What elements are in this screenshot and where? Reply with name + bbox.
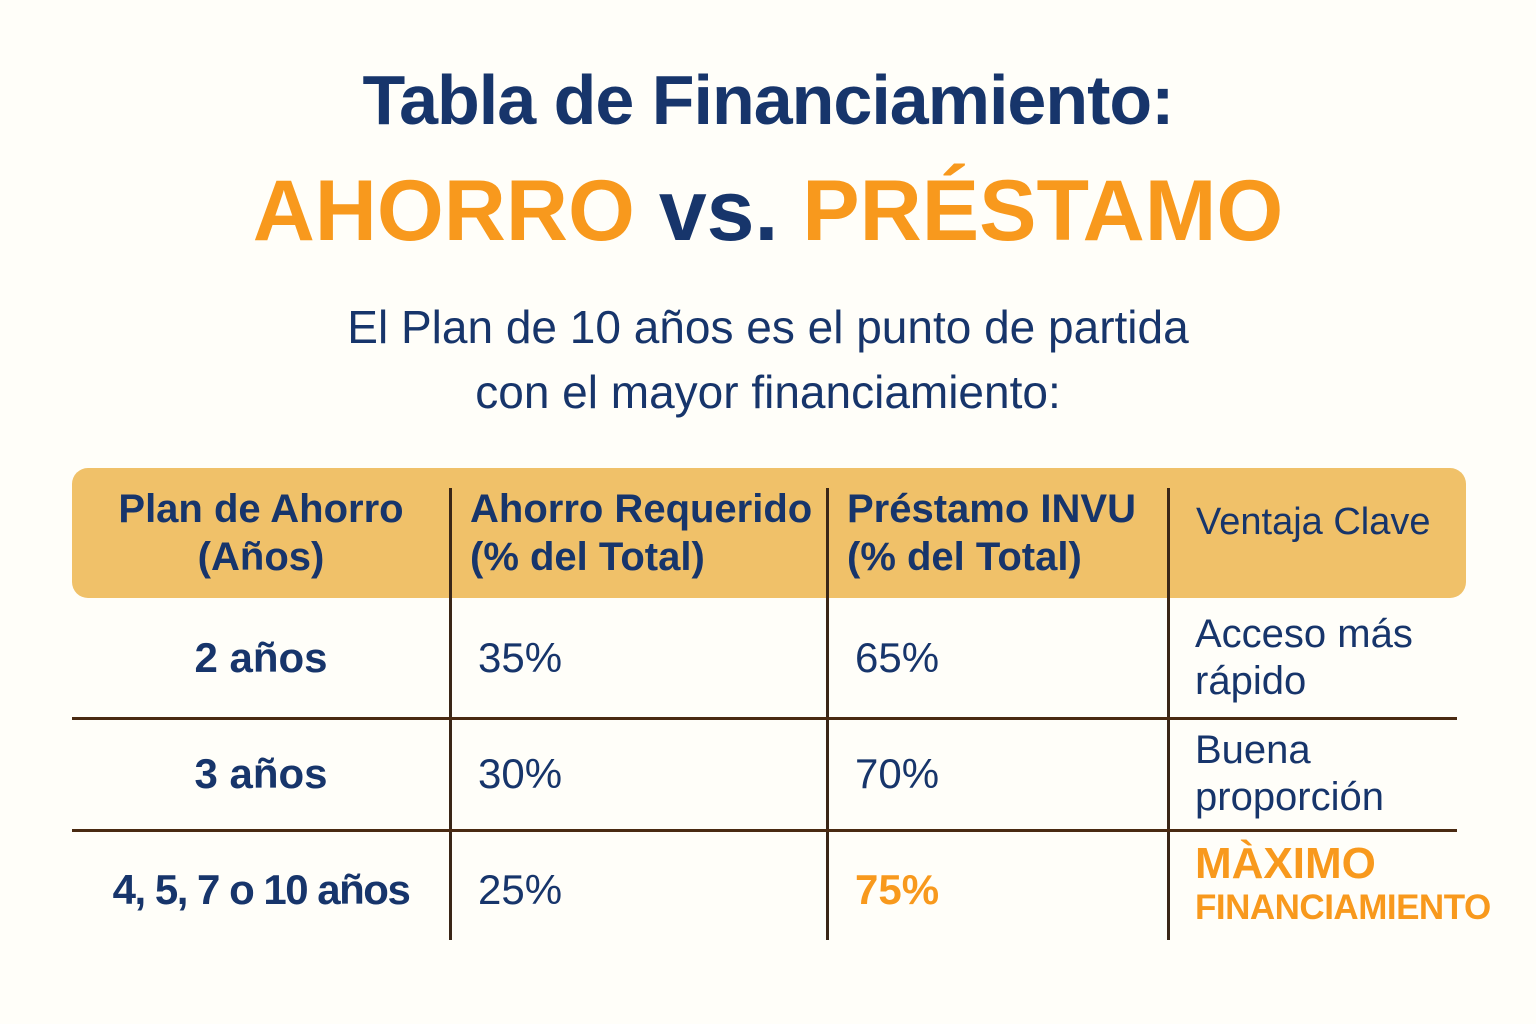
page-title: Tabla de Financiamiento: xyxy=(362,61,1175,139)
table-row-3-ventaja: MÀXIMO FINANCIAMIENTO xyxy=(1168,830,1491,950)
column-header-prestamo-line2: (% del Total) xyxy=(847,535,1082,579)
column-header-ahorro: Ahorro Requerido (% del Total) xyxy=(450,468,827,598)
table-row-1-plan: 2 años xyxy=(194,634,328,681)
comparison-heading: AHORRO vs. PRÉSTAMO xyxy=(0,162,1536,261)
column-header-plan: Plan de Ahorro (Años) xyxy=(72,468,450,598)
subtitle-line-2: con el mayor financiamiento: xyxy=(475,366,1061,419)
subtitle-line-1: El Plan de 10 años es el punto de partid… xyxy=(347,301,1189,353)
column-header-ventaja-line1: Ventaja Clave xyxy=(1196,501,1431,543)
table-row-2-ahorro: 30% xyxy=(478,750,563,797)
table-row-1-ventaja: Acceso más rápido xyxy=(1195,611,1413,703)
heading-prestamo: PRÉSTAMO xyxy=(802,163,1284,259)
table-row-3-plan: 4, 5, 7 o 10 años xyxy=(112,866,411,913)
row-divider-2 xyxy=(72,829,1457,832)
max-financing-line2: FINANCIAMIENTO xyxy=(1195,888,1491,928)
column-divider-1 xyxy=(449,488,452,940)
column-header-ahorro-line1: Ahorro Requerido xyxy=(470,487,813,531)
max-financing-line1: MÀXIMO xyxy=(1195,839,1376,888)
table-row-2-prestamo: 70% xyxy=(855,750,940,797)
table-body: 2 años 35% 65% Acceso más rápido 3 años … xyxy=(72,598,1492,950)
table-row-2-ventaja: Buena proporción xyxy=(1195,727,1385,819)
column-header-plan-line1: Plan de Ahorro xyxy=(118,487,404,531)
subtitle: El Plan de 10 años es el punto de partid… xyxy=(0,295,1536,426)
column-header-prestamo-line1: Préstamo INVU xyxy=(847,487,1136,531)
column-header-ventaja: Ventaja Clave xyxy=(1168,468,1466,598)
table-row-3-ahorro: 25% xyxy=(478,866,563,913)
column-divider-2 xyxy=(826,488,829,940)
table-row-3-prestamo: 75% xyxy=(855,866,940,913)
heading-ahorro: AHORRO xyxy=(252,163,635,259)
table-header-row: Plan de Ahorro (Años) Ahorro Requerido (… xyxy=(72,468,1466,598)
table-row-2-plan: 3 años xyxy=(194,750,328,797)
table-row-1-prestamo: 65% xyxy=(855,634,940,681)
row-divider-1 xyxy=(72,717,1457,720)
table-row-1-ahorro: 35% xyxy=(478,634,563,681)
column-header-plan-line2: (Años) xyxy=(197,535,325,579)
column-divider-3 xyxy=(1167,488,1170,940)
column-header-prestamo: Préstamo INVU (% del Total) xyxy=(827,468,1168,598)
heading-vs: vs. xyxy=(658,163,779,259)
column-header-ahorro-line2: (% del Total) xyxy=(470,535,705,579)
